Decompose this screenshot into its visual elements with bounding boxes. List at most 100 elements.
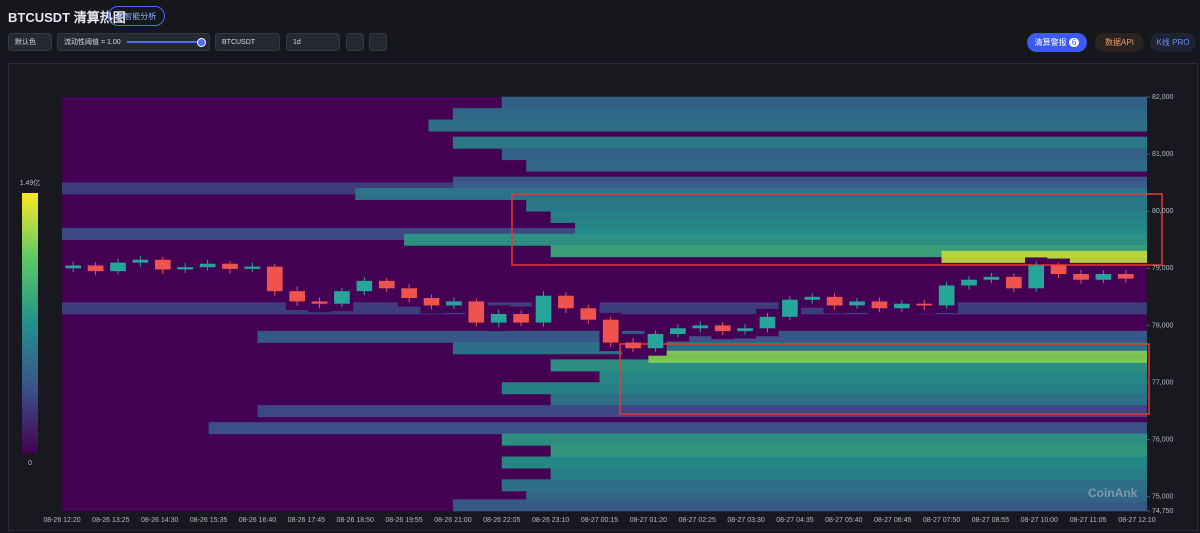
heatmap-band xyxy=(550,393,1147,406)
threshold-slider[interactable]: 流动性阈值 = 1.00 xyxy=(57,33,210,51)
heatmap-band xyxy=(501,382,1148,395)
highlight-box xyxy=(619,343,1150,415)
heatmap-band xyxy=(208,422,1147,435)
heatmap-band xyxy=(452,499,1148,512)
candle-body xyxy=(894,303,910,309)
watermark: CoinAnk xyxy=(1088,486,1138,500)
heatmap-band xyxy=(501,148,1148,161)
x-tick-label: 08-26 16:40 xyxy=(239,517,276,524)
y-tick-label: 80,000 xyxy=(1152,208,1174,215)
candle-body xyxy=(871,301,888,309)
slider-knob[interactable] xyxy=(197,38,206,47)
heatmap-band xyxy=(501,433,1148,446)
candle-body xyxy=(266,266,283,292)
heatmap-band xyxy=(62,302,1147,315)
pro-button[interactable]: K线 PRO xyxy=(1150,33,1196,52)
heatmap-band xyxy=(648,350,1147,363)
candle-body xyxy=(826,296,843,306)
x-tick-label: 08-26 23:10 xyxy=(532,517,569,524)
candle-body xyxy=(401,288,417,299)
heatmap-band xyxy=(452,108,1148,121)
candle-body xyxy=(602,319,619,343)
heatmap-band xyxy=(501,96,1148,109)
candle-body xyxy=(87,265,104,272)
candle-body xyxy=(1095,274,1112,280)
heatmap-band xyxy=(526,159,1147,172)
candle-body xyxy=(356,280,373,292)
candle-body xyxy=(334,291,350,304)
heatmap-band xyxy=(550,445,1147,458)
candle-body xyxy=(65,265,82,269)
candle-body xyxy=(446,301,462,306)
x-tick-label: 08-27 05:40 xyxy=(825,517,862,524)
candle-body xyxy=(759,316,776,329)
x-tick-label: 08-26 22:05 xyxy=(483,517,520,524)
heatmap-band xyxy=(452,136,1148,149)
y-tick-label: 82,000 xyxy=(1152,94,1174,101)
threshold-label: 流动性阈值 = 1.00 xyxy=(64,39,121,46)
x-tick-label: 08-27 01:20 xyxy=(630,517,667,524)
menu-button[interactable] xyxy=(369,33,387,51)
colorbar-min: 0 xyxy=(28,460,32,467)
y-tick-label: 81,000 xyxy=(1152,151,1174,158)
y-tick-label: 77,000 xyxy=(1152,379,1174,386)
x-tick-label: 08-27 06:45 xyxy=(874,517,911,524)
candle-body xyxy=(580,308,597,320)
candle-body xyxy=(961,279,977,286)
page-title: BTCUSDT 清算热图 xyxy=(8,10,126,25)
heatmap-band xyxy=(452,176,1148,189)
x-tick-label: 08-26 17:45 xyxy=(288,517,325,524)
y-tick-label: 79,000 xyxy=(1152,265,1174,272)
x-tick-label: 08-27 02:25 xyxy=(679,517,716,524)
x-tick-label: 08-26 21:00 xyxy=(434,517,471,524)
candle-body xyxy=(782,299,798,317)
candle-body xyxy=(916,303,933,306)
x-tick-label: 08-26 14:30 xyxy=(141,517,178,524)
x-tick-label: 08-27 07:50 xyxy=(923,517,960,524)
alert-button[interactable]: 清算警报 6 xyxy=(1027,33,1087,52)
heatmap-band xyxy=(428,119,1147,132)
candle-body xyxy=(244,266,261,269)
heatmap-band xyxy=(550,467,1147,480)
x-tick-label: 08-27 08:55 xyxy=(972,517,1009,524)
candle-body xyxy=(132,259,149,263)
candle-body xyxy=(468,301,485,323)
colorbar-max: 1.49亿 xyxy=(20,178,41,187)
candle-body xyxy=(938,285,955,306)
candle-body xyxy=(289,291,305,302)
interval-label: 1d xyxy=(293,38,301,46)
candle-body xyxy=(647,333,664,349)
candle-body xyxy=(714,325,731,332)
candle-body xyxy=(1028,265,1045,289)
candle-body xyxy=(670,328,686,334)
slider-track xyxy=(126,38,206,47)
candle-body xyxy=(1073,274,1089,280)
candle-body xyxy=(177,267,194,270)
candle-body xyxy=(1005,276,1022,289)
y-tick-label: 78,000 xyxy=(1152,322,1174,329)
heatmap-band xyxy=(526,199,1147,212)
heatmap-band xyxy=(941,250,1147,263)
candle-body xyxy=(535,295,552,323)
interval-select[interactable]: 1d xyxy=(286,33,340,51)
candle-body xyxy=(625,342,641,349)
candle-body xyxy=(737,328,753,332)
candle-body xyxy=(110,262,126,272)
x-tick-label: 08-26 18:50 xyxy=(336,517,373,524)
color-select[interactable]: 默认色 xyxy=(8,33,52,51)
heatmap-band xyxy=(550,210,1147,223)
candle-body xyxy=(222,263,238,269)
y-tick-label: 75,000 xyxy=(1152,494,1174,501)
alert-count: 6 xyxy=(1068,38,1080,47)
symbol-select[interactable]: BTCUSDT xyxy=(215,33,280,51)
candle-body xyxy=(1050,265,1067,275)
api-button[interactable]: 数据API xyxy=(1095,33,1144,52)
refresh-button[interactable] xyxy=(346,33,364,51)
heatmap-band xyxy=(257,330,1147,343)
heatmap-band xyxy=(501,456,1148,469)
x-tick-label: 08-27 03:30 xyxy=(727,517,764,524)
heatmap-band xyxy=(501,479,1148,492)
x-tick-label: 08-27 00:15 xyxy=(581,517,618,524)
ai-button[interactable]: AI智能分析 xyxy=(108,6,165,26)
